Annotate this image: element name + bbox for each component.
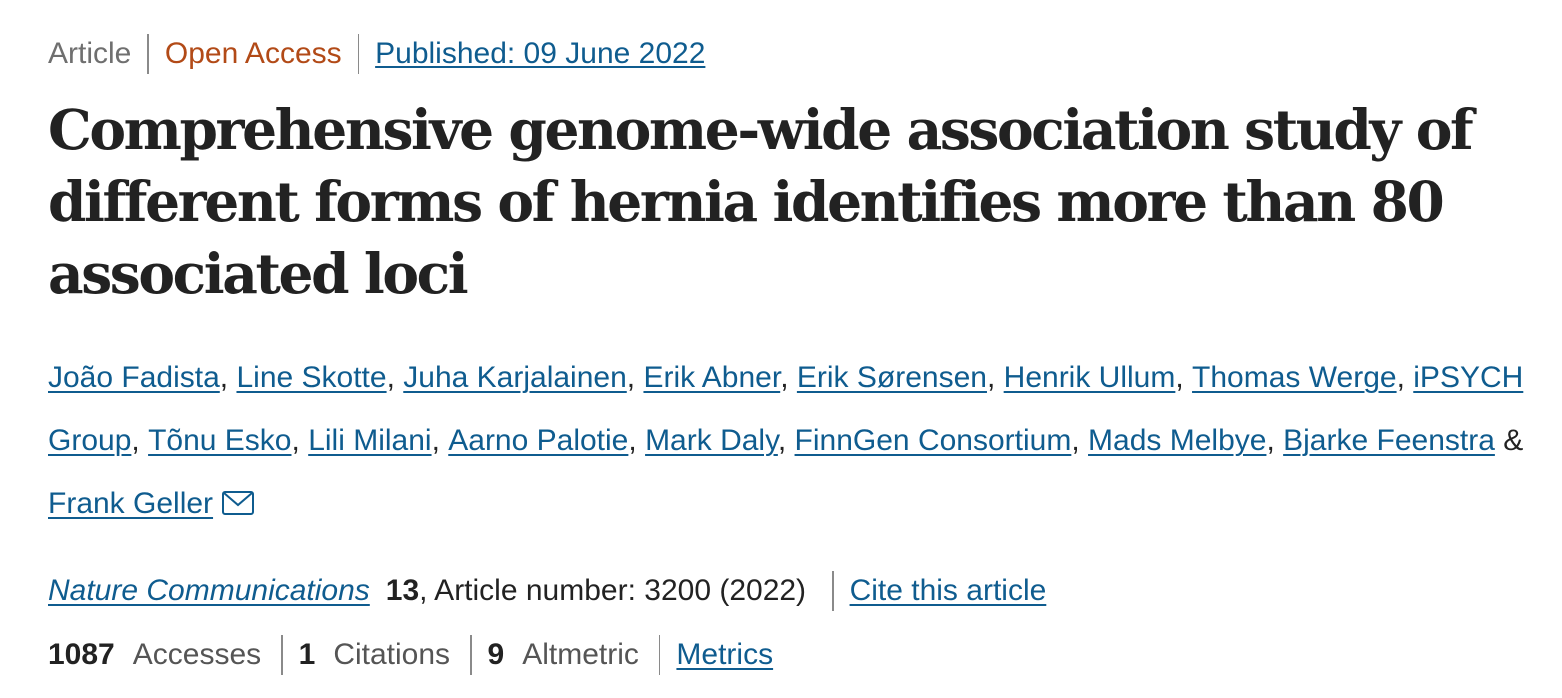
author-item: Tõnu Esko, — [148, 424, 308, 457]
article-meta-row: Article Open Access Published: 09 June 2… — [48, 32, 705, 76]
citations-count: 1 — [298, 638, 316, 671]
article-title: Comprehensive genome-wide association st… — [48, 97, 1474, 306]
article-type: Article — [48, 37, 132, 70]
author-item: Lili Milani, — [308, 424, 448, 457]
author-link[interactable]: Thomas Werge — [1192, 361, 1397, 394]
author-link[interactable]: Aarno Palotie — [448, 424, 629, 457]
author-link[interactable]: Line Skotte — [236, 361, 387, 394]
author-separator: , — [131, 424, 140, 457]
author-item: Bjarke Feenstra & — [1283, 424, 1523, 457]
author-link[interactable]: iPSYCH Group — [48, 361, 1524, 457]
metrics-divider — [658, 635, 661, 675]
author-separator: , — [986, 361, 996, 394]
author-item: Erik Abner, — [643, 361, 796, 394]
metrics-link[interactable]: Metrics — [676, 638, 774, 671]
author-link[interactable]: Mark Daly — [645, 424, 778, 457]
author-separator: , — [1266, 424, 1275, 457]
author-link[interactable]: Henrik Ullum — [1003, 361, 1176, 394]
metrics-divider — [281, 635, 283, 675]
author-list: João Fadista, Line Skotte, Juha Karjalai… — [48, 346, 1548, 535]
accesses-count: 1087 — [48, 638, 115, 671]
author-separator: , — [1071, 424, 1080, 457]
author-link[interactable]: João Fadista — [48, 361, 220, 394]
journal-divider — [832, 571, 834, 611]
author-separator: , — [386, 361, 395, 394]
author-item: iPSYCH Group, — [48, 361, 1523, 457]
published-date-link[interactable]: Published: 09 June 2022 — [375, 37, 706, 70]
accesses-label: Accesses — [132, 638, 262, 671]
author-separator: , — [626, 361, 636, 394]
author-separator: , — [780, 361, 789, 394]
author-item: Aarno Palotie, — [448, 424, 645, 457]
author-separator: , — [1396, 361, 1405, 394]
author-separator: , — [219, 361, 229, 394]
author-link[interactable]: Frank Geller — [48, 487, 214, 520]
author-item: Juha Karjalainen, — [403, 361, 643, 394]
author-item: Mads Melbye, — [1088, 424, 1283, 457]
author-link[interactable]: Juha Karjalainen — [403, 361, 627, 394]
author-link[interactable]: Erik Sørensen — [796, 361, 987, 394]
author-item: Frank Geller — [48, 487, 255, 520]
author-joiner: & — [1503, 424, 1524, 457]
author-link[interactable]: Erik Abner — [643, 361, 781, 394]
author-item: Mark Daly, — [645, 424, 794, 457]
metrics-row: 1087 Accesses 1 Citations 9 Altmetric Me… — [48, 633, 773, 677]
author-link[interactable]: Bjarke Feenstra — [1283, 424, 1495, 457]
author-item: Thomas Werge, — [1192, 361, 1413, 394]
envelope-icon[interactable] — [222, 474, 255, 537]
journal-row: Nature Communications 13 , Article numbe… — [48, 569, 1046, 613]
altmetric-label: Altmetric — [522, 638, 639, 671]
author-separator: , — [628, 424, 637, 457]
author-item: Line Skotte, — [236, 361, 403, 394]
article-number: , Article number: 3200 (2022) — [419, 574, 807, 607]
author-item: Henrik Ullum, — [1004, 361, 1192, 394]
altmetric-count: 9 — [487, 638, 505, 671]
journal-link[interactable]: Nature Communications — [48, 574, 370, 607]
author-link[interactable]: FinnGen Consortium — [794, 424, 1072, 457]
metrics-divider — [470, 635, 472, 675]
author-separator: , — [1175, 361, 1184, 394]
author-item: João Fadista, — [48, 361, 236, 394]
author-link[interactable]: Tõnu Esko — [148, 424, 292, 457]
author-separator: , — [431, 424, 440, 457]
author-item: Erik Sørensen, — [797, 361, 1004, 394]
author-separator: , — [777, 424, 787, 457]
cite-this-article-link[interactable]: Cite this article — [849, 574, 1047, 607]
open-access-label: Open Access — [164, 37, 342, 70]
citations-label: Citations — [333, 638, 451, 671]
author-item: FinnGen Consortium, — [795, 424, 1088, 457]
author-separator: , — [291, 424, 300, 457]
journal-volume: 13 — [385, 574, 420, 607]
author-link[interactable]: Lili Milani — [308, 424, 432, 457]
meta-divider — [357, 34, 360, 74]
author-link[interactable]: Mads Melbye — [1088, 424, 1267, 457]
meta-divider — [147, 34, 149, 74]
